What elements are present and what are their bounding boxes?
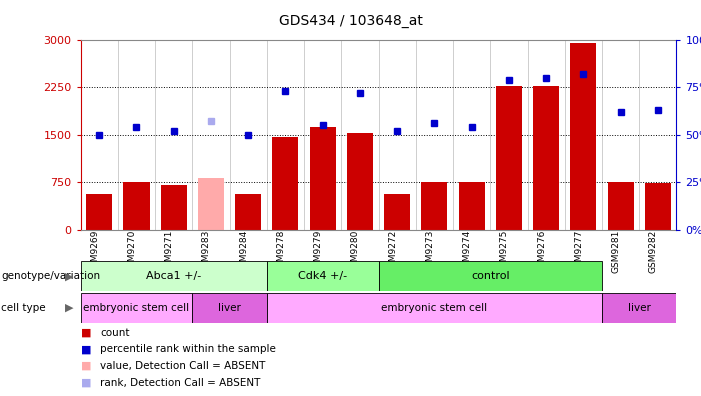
Text: ▶: ▶ <box>65 271 74 281</box>
Text: Cdk4 +/-: Cdk4 +/- <box>298 271 347 281</box>
Text: GSM9273: GSM9273 <box>426 230 435 273</box>
Text: GSM9276: GSM9276 <box>537 230 546 273</box>
Text: GSM9272: GSM9272 <box>388 230 397 273</box>
Bar <box>602 293 676 323</box>
Text: GSM9283: GSM9283 <box>202 230 211 273</box>
Bar <box>192 293 267 323</box>
Text: ■: ■ <box>81 377 91 388</box>
Bar <box>384 194 410 230</box>
Bar <box>347 133 373 230</box>
Bar <box>81 293 192 323</box>
Text: GSM9270: GSM9270 <box>128 230 137 273</box>
Bar <box>379 261 602 291</box>
Bar <box>273 137 299 230</box>
Bar <box>161 185 186 230</box>
Text: count: count <box>100 327 130 338</box>
Bar <box>571 44 597 230</box>
Bar <box>533 86 559 230</box>
Text: embryonic stem cell: embryonic stem cell <box>83 303 189 313</box>
Text: GSM9277: GSM9277 <box>574 230 583 273</box>
Text: Abca1 +/-: Abca1 +/- <box>146 271 201 281</box>
Text: genotype/variation: genotype/variation <box>1 271 100 281</box>
Text: liver: liver <box>218 303 241 313</box>
Bar <box>421 182 447 230</box>
Text: GSM9279: GSM9279 <box>313 230 322 273</box>
Text: GSM9274: GSM9274 <box>463 230 472 273</box>
Bar <box>608 182 634 230</box>
Text: ▶: ▶ <box>65 303 74 313</box>
Bar <box>123 182 149 230</box>
Text: cell type: cell type <box>1 303 46 313</box>
Text: GDS434 / 103648_at: GDS434 / 103648_at <box>278 14 423 28</box>
Bar <box>645 183 671 230</box>
Text: percentile rank within the sample: percentile rank within the sample <box>100 344 276 354</box>
Text: GSM9278: GSM9278 <box>276 230 285 273</box>
Text: value, Detection Call = ABSENT: value, Detection Call = ABSENT <box>100 361 266 371</box>
Text: GSM9271: GSM9271 <box>165 230 174 273</box>
Bar <box>235 194 261 230</box>
Bar <box>496 86 522 230</box>
Bar <box>198 178 224 230</box>
Text: GSM9269: GSM9269 <box>90 230 100 273</box>
Bar <box>267 293 602 323</box>
Text: GSM9275: GSM9275 <box>500 230 509 273</box>
Text: GSM9281: GSM9281 <box>611 230 620 273</box>
Text: ■: ■ <box>81 327 91 338</box>
Text: ■: ■ <box>81 361 91 371</box>
Bar <box>310 127 336 230</box>
Text: GSM9280: GSM9280 <box>351 230 360 273</box>
Bar <box>86 194 112 230</box>
Bar <box>81 261 267 291</box>
Bar <box>267 261 379 291</box>
Text: GSM9282: GSM9282 <box>649 230 658 273</box>
Bar <box>458 182 484 230</box>
Text: embryonic stem cell: embryonic stem cell <box>381 303 487 313</box>
Text: ■: ■ <box>81 344 91 354</box>
Text: liver: liver <box>628 303 651 313</box>
Text: GSM9284: GSM9284 <box>239 230 248 273</box>
Text: control: control <box>471 271 510 281</box>
Text: rank, Detection Call = ABSENT: rank, Detection Call = ABSENT <box>100 377 261 388</box>
